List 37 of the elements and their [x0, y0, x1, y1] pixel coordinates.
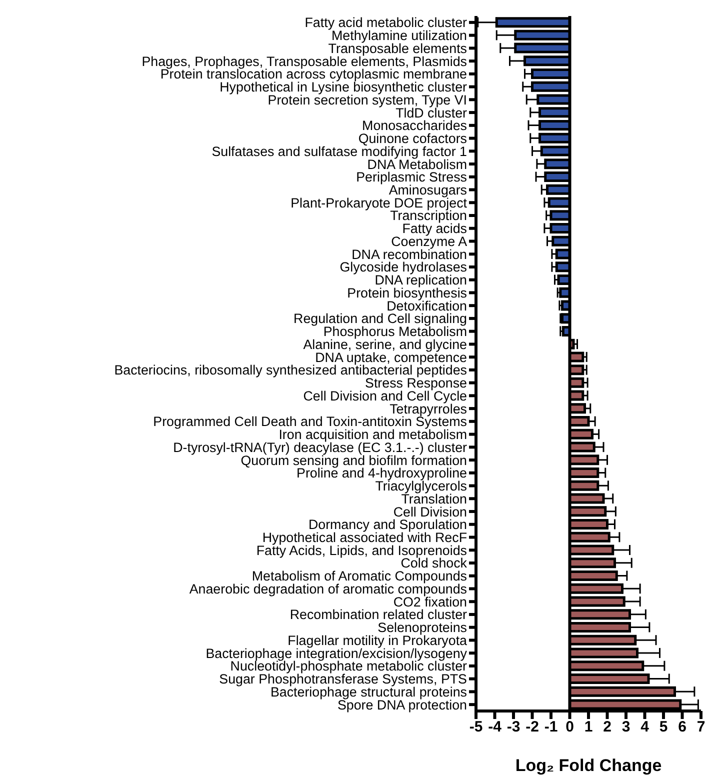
x-tick-label: -5 [469, 718, 483, 736]
x-tick-label: -1 [544, 718, 558, 736]
y-tick-label: Dormancy and Sporulation [308, 517, 467, 532]
y-tick-label: Glycoside hydrolases [340, 260, 468, 275]
x-axis-title: Log₂ Fold Change [515, 756, 662, 775]
y-tick-label: Recombination related cluster [290, 607, 468, 622]
x-tick-label: 3 [622, 718, 630, 736]
x-tick-label: 6 [678, 718, 686, 736]
x-tick-label: 0 [566, 718, 574, 736]
y-tick-label: Periplasmic Stress [356, 170, 468, 185]
y-tick-label: Monosaccharides [362, 118, 468, 134]
y-tick-label: Aminosugars [388, 182, 468, 198]
y-tick-label: Quinone cofactors [358, 131, 468, 146]
y-tick-label: Metabolism of Aromatic Compounds [252, 568, 468, 584]
y-tick-label: Cell Division [393, 504, 467, 520]
y-tick-label: Fatty acids [402, 221, 468, 236]
x-tick-label: -4 [488, 718, 502, 736]
x-tick-label: 5 [659, 718, 668, 736]
y-tick-label: Cell Division and Cell Cycle [303, 388, 467, 404]
y-tick-label: Protein biosynthesis [347, 285, 468, 300]
x-tick-label: -3 [506, 718, 520, 736]
y-tick-label: Regulation and Cell signaling [294, 311, 467, 326]
y-tick-label: Flagellar motility in Prokaryota [288, 632, 468, 648]
y-tick-label: Alanine, serine, and glycine [303, 336, 467, 352]
y-tick-label: CO2 fixation [393, 594, 467, 610]
x-tick-label: 4 [640, 718, 650, 736]
y-tick-label: Anaerobic degradation of aromatic compounds [189, 581, 468, 596]
y-tick-label: Phages, Prophages, Transposable elements, Plasmids [142, 54, 468, 69]
x-tick-label: 2 [603, 718, 612, 736]
y-tick-label: Methylamine utilization [332, 28, 467, 44]
y-tick-label: D-tyrosyl-tRNA(Tyr) deacylase (EC 3.1.-.-) cluster [173, 440, 468, 455]
x-tick-label: 1 [584, 718, 593, 736]
y-tick-label: Selenoproteins [378, 620, 468, 636]
y-tick-label: Cold shock [400, 556, 468, 571]
x-tick-label: -2 [526, 718, 539, 736]
x-tick-label: 7 [696, 718, 706, 736]
y-tick-label: Fatty acid metabolic cluster [304, 15, 468, 30]
